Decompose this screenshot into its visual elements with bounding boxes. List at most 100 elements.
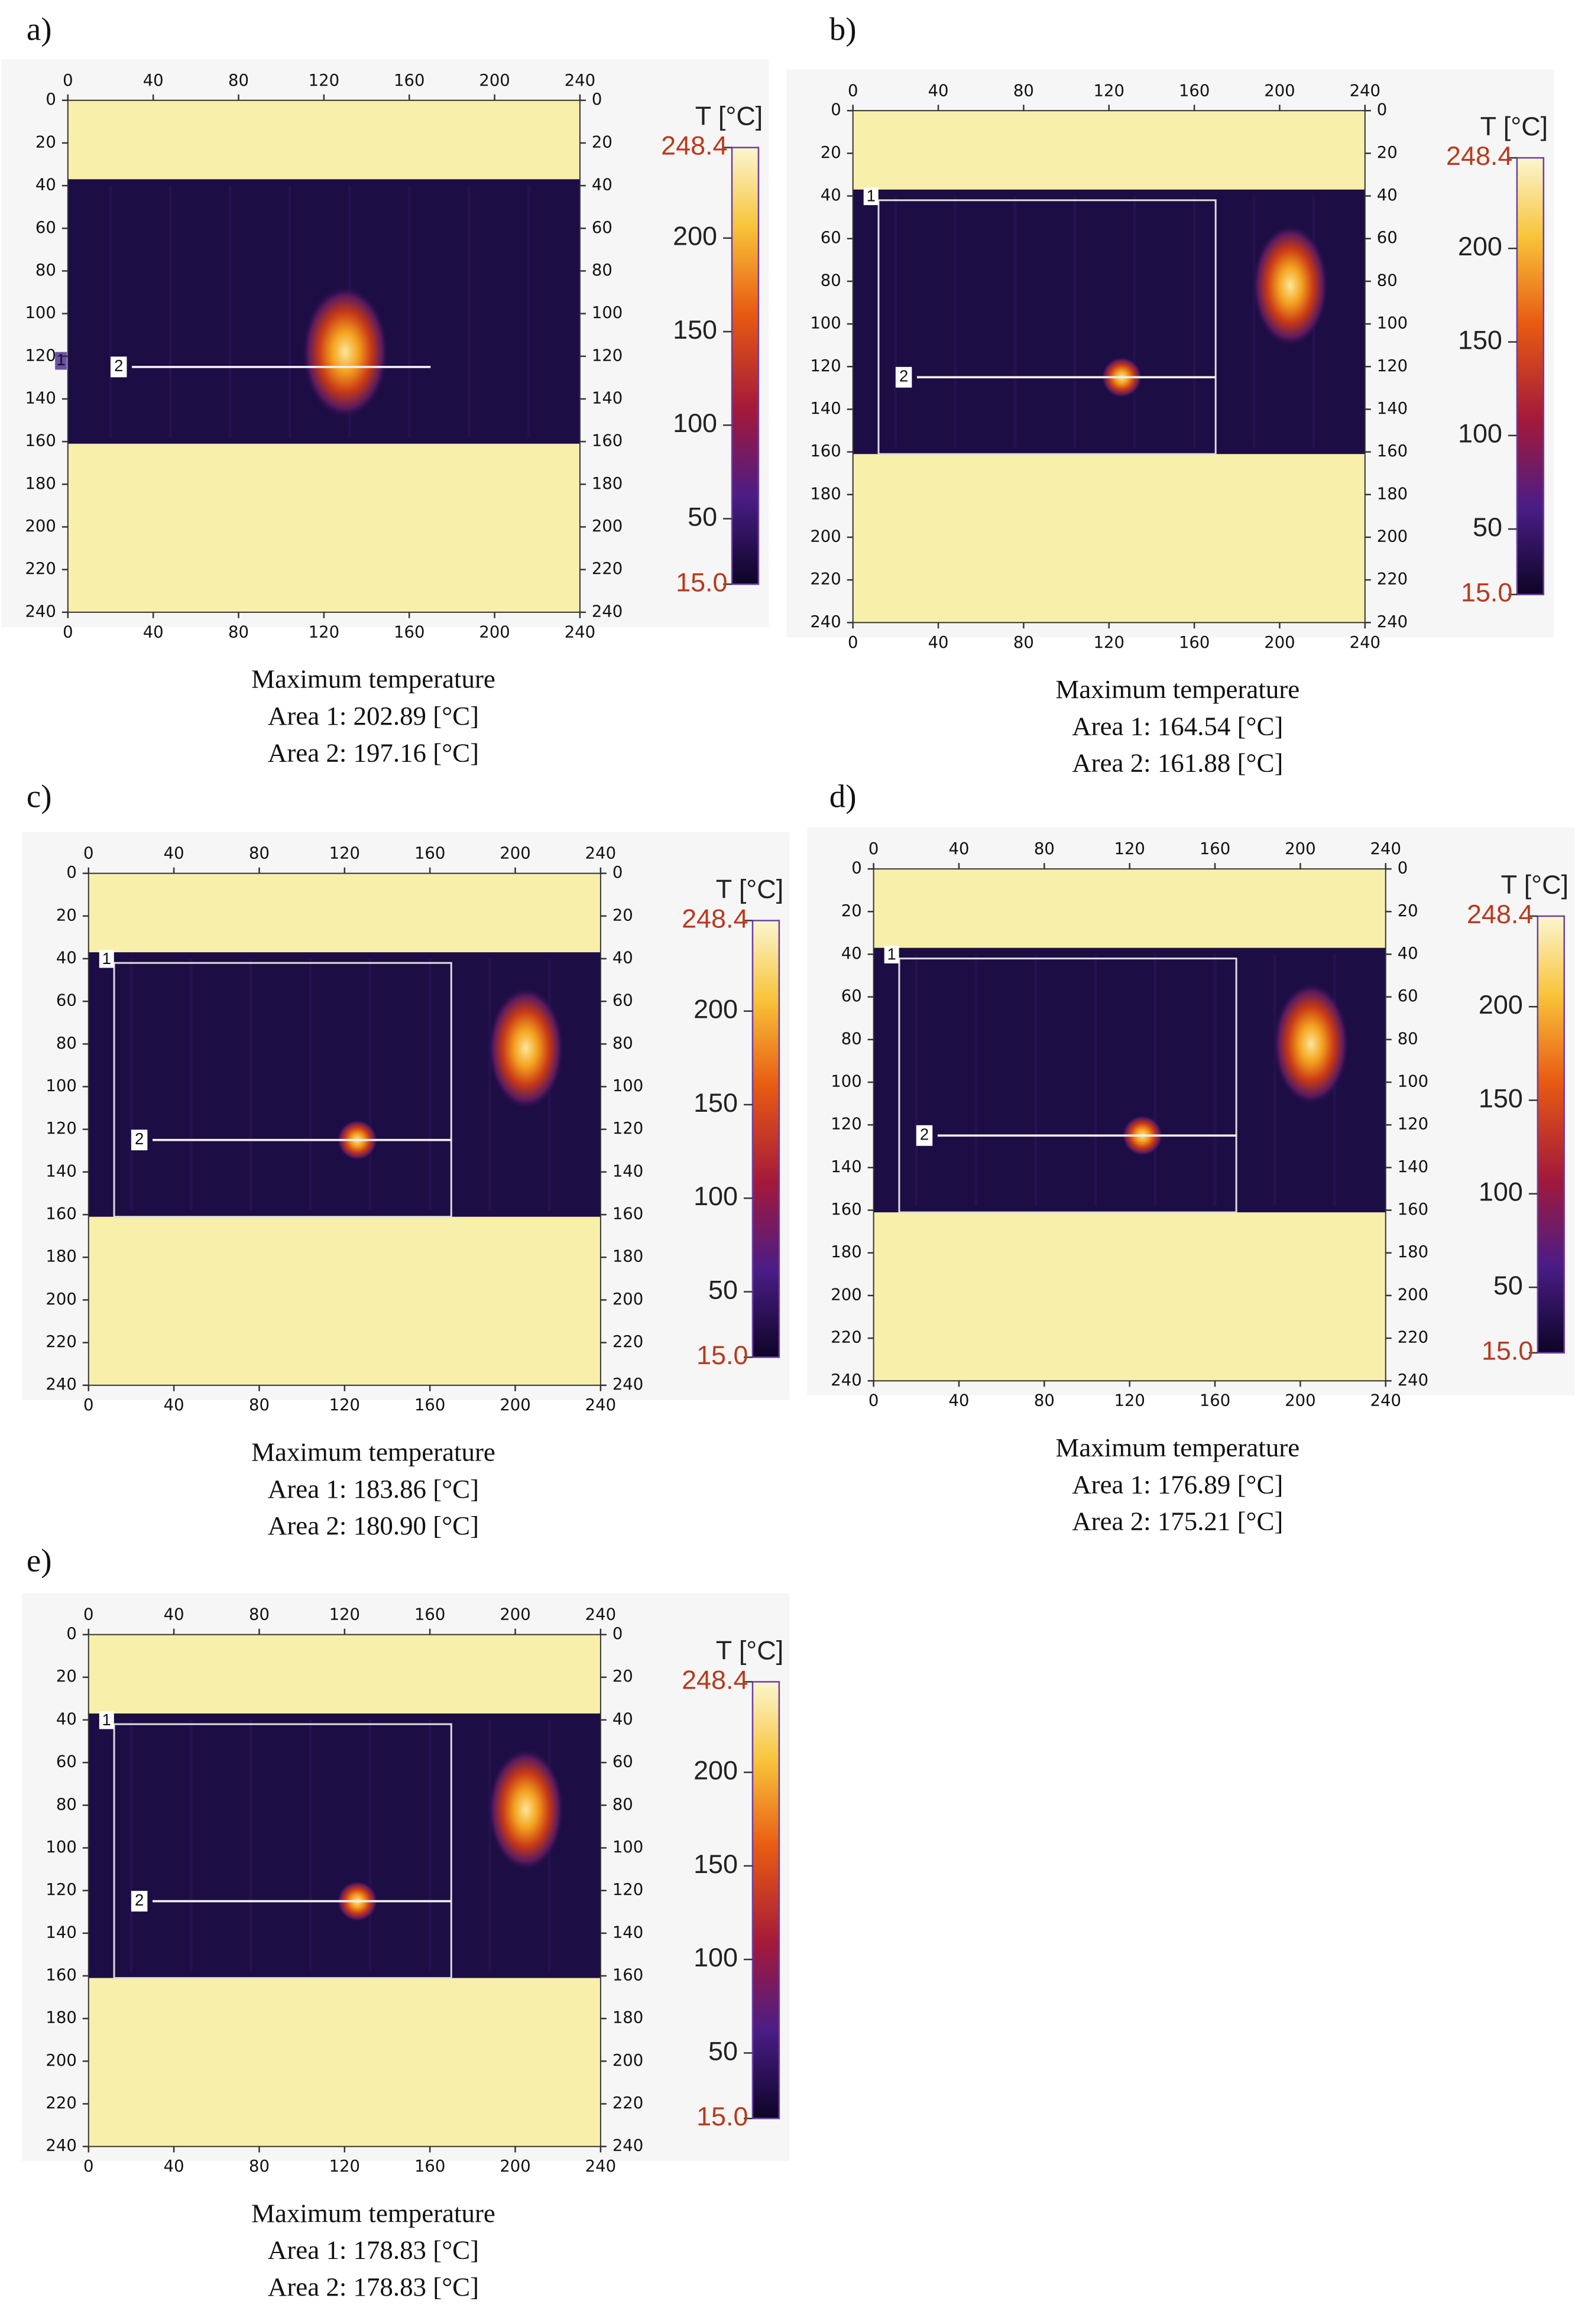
y-tick-label: 20 [1377,144,1398,162]
caption-line: Area 2: 175.21 [°C] [1072,1507,1283,1536]
x-tick-label: 160 [1200,840,1230,858]
caption-line: Area 1: 178.83 [°C] [268,2235,479,2265]
colorbar-tick-label: 50 [708,2036,738,2066]
x-tick-label: 200 [500,845,530,863]
y-tick-label: 220 [810,570,841,589]
y-tick-label: 200 [810,527,841,546]
y-tick-label: 140 [612,1162,643,1180]
y-tick-label: 160 [831,1200,861,1219]
caption-line: Area 2: 197.16 [°C] [268,738,479,767]
x-tick-label: 40 [928,82,949,100]
marker-label: 2 [114,356,123,375]
y-tick-label: 240 [25,602,56,621]
y-tick-label: 80 [35,261,56,280]
caption-line: Maximum temperature [251,1437,495,1466]
y-tick-label: 160 [1377,442,1408,460]
y-tick-label: 20 [612,906,633,924]
y-tick-label: 220 [46,1333,76,1351]
x-tick-label: 200 [1264,634,1295,652]
colorbar-min-label: 15.0 [1482,1336,1533,1366]
colorbar-min-label: 15.0 [696,1340,748,1370]
y-tick-label: 80 [821,271,841,290]
y-tick-label: 140 [810,400,841,418]
x-tick-label: 160 [394,623,424,641]
y-tick-label: 0 [66,1625,76,1643]
area-1 [877,199,1217,455]
x-tick-label: 200 [479,623,510,641]
y-tick-label: 60 [841,987,862,1005]
y-tick-label: 40 [821,186,841,205]
colorbar-max-label: 248.4 [1446,141,1512,171]
colorbar-tick-label: 100 [1458,418,1502,449]
y-tick-label: 140 [1398,1158,1428,1176]
colorbar-tick-label: 200 [693,994,738,1024]
colorbar-tick-label: 200 [1479,989,1523,1020]
x-tick-label: 80 [228,72,249,90]
y-tick-label: 100 [46,1838,76,1856]
x-tick-label: 40 [164,1606,184,1624]
y-tick-label: 100 [612,1077,643,1095]
marker-label: 2 [135,1129,144,1148]
y-tick-label: 40 [592,176,612,194]
colorbar-title: T [°C] [716,1635,783,1665]
flame [302,285,389,419]
y-tick-label: 140 [612,1923,643,1942]
y-tick-label: 0 [612,864,623,882]
x-tick-label: 160 [414,2157,445,2176]
y-tick-label: 180 [612,2009,643,2027]
y-tick-label: 20 [592,133,612,151]
y-tick-label: 240 [810,613,841,631]
y-tick-label: 220 [1377,570,1408,589]
y-tick-label: 160 [592,432,623,450]
y-tick-label: 40 [1377,186,1398,205]
x-tick-label: 120 [309,623,339,641]
marker-label: 2 [920,1125,929,1143]
y-tick-label: 80 [612,1796,633,1814]
y-tick-label: 100 [810,314,841,333]
y-tick-label: 160 [1398,1200,1428,1219]
caption-line: Area 2: 161.88 [°C] [1072,748,1283,778]
x-tick-label: 240 [565,72,595,90]
colorbar-tick-label: 100 [1479,1177,1523,1207]
x-tick-label: 120 [329,1396,360,1414]
flame [487,986,565,1110]
y-tick-label: 120 [831,1115,861,1134]
x-tick-label: 0 [868,1392,879,1410]
y-tick-label: 220 [831,1329,861,1347]
flame [487,1748,565,1871]
y-tick-label: 60 [821,229,841,247]
colorbar [751,920,780,1358]
y-tick-label: 60 [35,219,56,237]
colorbar-max-label: 248.4 [1467,899,1533,929]
marker-label: 1 [102,949,111,968]
x-tick-label: 240 [1350,82,1380,100]
y-tick-label: 100 [46,1077,76,1095]
y-tick-label: 60 [592,219,612,237]
y-tick-label: 40 [35,176,56,194]
y-tick-label: 160 [810,442,841,460]
y-tick-label: 0 [66,864,76,882]
y-tick-label: 100 [25,304,56,322]
panel-label: e) [27,1542,52,1578]
x-tick-label: 80 [1013,634,1034,652]
y-tick-label: 20 [841,902,862,920]
y-tick-label: 60 [612,1753,633,1771]
colorbar-title: T [°C] [1480,111,1548,141]
y-tick-label: 240 [46,1375,76,1394]
x-tick-label: 80 [228,623,249,641]
x-tick-label: 200 [500,2157,530,2176]
area-1 [113,962,452,1218]
y-tick-label: 200 [25,517,56,535]
colorbar-tick-label: 50 [1493,1270,1523,1300]
x-tick-label: 80 [1034,1392,1055,1410]
y-tick-label: 120 [46,1881,76,1899]
y-tick-label: 160 [25,432,56,450]
y-tick-label: 200 [46,1290,76,1309]
y-tick-label: 120 [1377,357,1408,375]
x-tick-label: 40 [949,1392,970,1410]
x-tick-label: 240 [585,2157,616,2176]
x-tick-label: 240 [585,1606,616,1624]
y-tick-label: 40 [56,949,77,967]
x-tick-label: 40 [928,634,949,652]
